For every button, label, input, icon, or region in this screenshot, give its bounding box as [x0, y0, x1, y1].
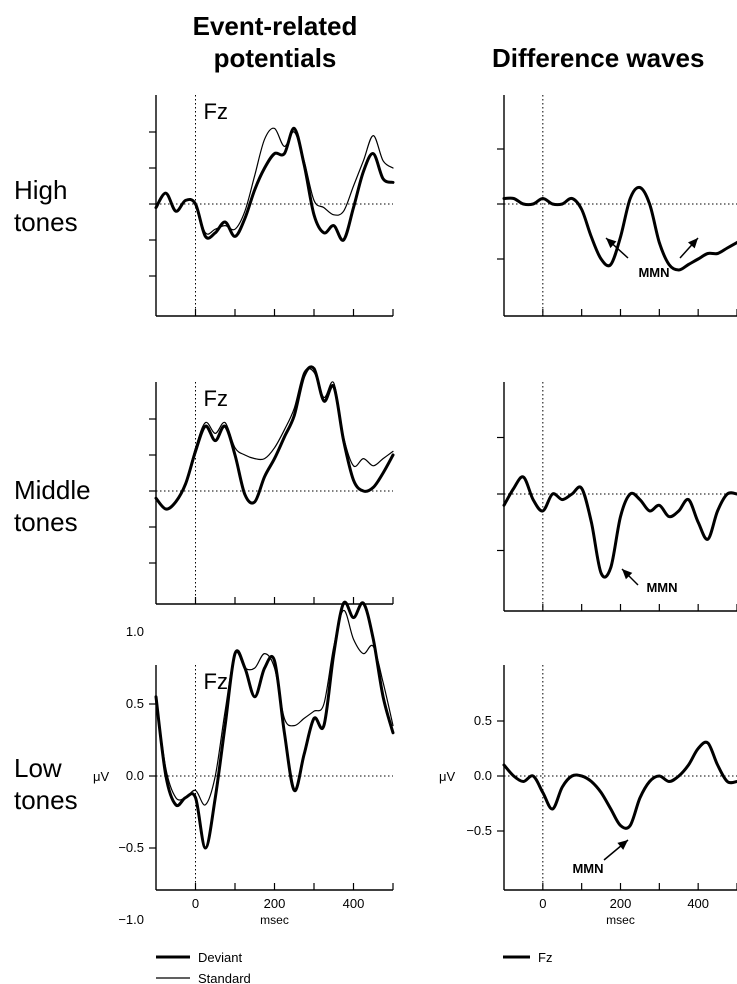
x-tick-label: 0	[192, 896, 199, 911]
x-axis-unit: msec	[606, 913, 635, 927]
series-line-deviant	[154, 126, 395, 242]
electrode-label: Fz	[204, 669, 228, 694]
erp-column-title: Event-related potentials	[170, 10, 380, 74]
x-tick-label: 400	[343, 896, 365, 911]
x-tick-label: 200	[610, 896, 632, 911]
panel-5	[497, 665, 737, 891]
series-line-standard	[155, 127, 394, 235]
x-tick-label: 400	[687, 896, 709, 911]
mmn-annotation: MMN	[646, 580, 677, 595]
mmn-arrow-head	[688, 238, 698, 249]
electrode-label: Fz	[204, 386, 228, 411]
legend-label-deviant: Deviant	[198, 950, 242, 965]
mmn-annotation: MMN	[638, 265, 669, 280]
erp-title-line2: potentials	[213, 43, 337, 73]
erp-title-line1: Event-related	[192, 11, 358, 41]
diff-column-title: Difference waves	[492, 42, 737, 74]
mmn-annotation: MMN	[572, 861, 603, 876]
y-tick-label: 0.5	[474, 713, 492, 728]
series-line-fz	[502, 185, 737, 272]
mmn-arrow-head	[617, 840, 628, 850]
mmn-arrow-head	[606, 238, 617, 249]
row-label-middle: Middle tones	[14, 475, 91, 537]
legend-erp	[156, 955, 190, 979]
panel-4	[149, 600, 395, 891]
legend-label-fz: Fz	[538, 950, 552, 965]
panel-1	[497, 95, 737, 317]
y-tick-label: 0.0	[126, 768, 144, 783]
series-line-standard	[155, 609, 394, 806]
panel-2	[149, 365, 395, 605]
series-line-deviant	[154, 600, 395, 850]
y-tick-label: −0.5	[466, 823, 492, 838]
row-label-high: High tones	[14, 175, 78, 237]
electrode-label: Fz	[204, 99, 228, 124]
y-axis-unit: μV	[93, 769, 109, 784]
x-tick-label: 0	[539, 896, 546, 911]
series-line-deviant	[154, 365, 395, 511]
y-tick-label: 0.0	[474, 768, 492, 783]
y-tick-label: −0.5	[118, 840, 144, 855]
mmn-arrow-head	[622, 569, 633, 580]
x-axis-unit: msec	[260, 913, 289, 927]
series-line-standard	[155, 367, 394, 510]
x-tick-label: 200	[264, 896, 286, 911]
y-axis-unit: μV	[439, 769, 455, 784]
series-line-fz	[502, 740, 737, 830]
row-label-low: Low tones	[14, 753, 78, 815]
panel-3	[497, 382, 737, 612]
series-line-fz	[502, 475, 737, 579]
legend-label-standard: Standard	[198, 971, 251, 984]
y-tick-label: 0.5	[126, 696, 144, 711]
y-tick-label: 1.0	[126, 624, 144, 639]
y-tick-label: −1.0	[118, 912, 144, 927]
diff-title: Difference waves	[492, 43, 705, 73]
panel-0	[149, 95, 395, 317]
